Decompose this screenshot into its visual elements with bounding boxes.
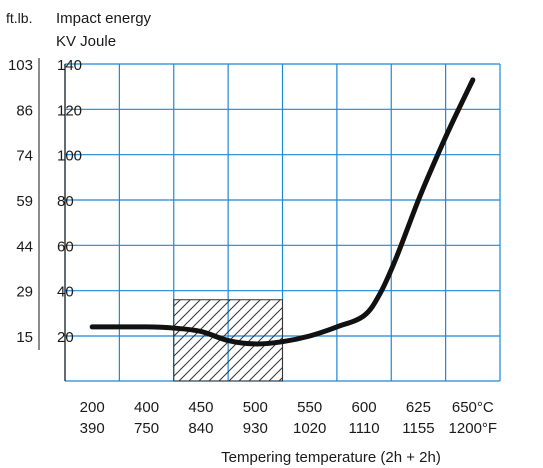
secondary-y-tick-label: 29	[16, 284, 33, 301]
y-tick-label: 40	[57, 284, 74, 301]
y-tick-label: 140	[57, 57, 82, 74]
x-tick-label-fahrenheit: 390	[80, 420, 105, 437]
x-axis-title: Tempering temperature (2h + 2h)	[221, 449, 441, 466]
series-layer	[89, 77, 476, 347]
secondary-y-tick-label: 44	[16, 238, 33, 255]
secondary-y-tick-label: 59	[16, 193, 33, 210]
x-tick-label-celsius: 400	[134, 399, 159, 416]
x-tick-label-celsius: 600	[352, 399, 377, 416]
y-tick-label: 20	[57, 329, 74, 346]
y-tick-label: 80	[57, 193, 74, 210]
y-tick-label: 120	[57, 102, 82, 119]
x-tick-label-fahrenheit: 750	[134, 420, 159, 437]
x-tick-label-celsius: 450	[188, 399, 213, 416]
x-tick-label-celsius: 625	[406, 399, 431, 416]
x-tick-label-celsius: 200	[80, 399, 105, 416]
y-tick-label: 60	[57, 238, 74, 255]
x-tick-label-fahrenheit: 930	[243, 420, 268, 437]
y-axis-title-line-1: Impact energy	[56, 10, 152, 27]
tick-labels: 20 40 60 80 100 120 140 103 86 74 59 44 29 15 200 400 45…	[8, 57, 497, 437]
x-tick-label-celsius: 500	[243, 399, 268, 416]
secondary-y-tick-label: 103	[8, 57, 33, 74]
secondary-y-tick-label: 15	[16, 329, 33, 346]
y-tick-label: 100	[57, 148, 82, 165]
x-tick-label-fahrenheit: 1155	[402, 420, 434, 437]
x-tick-label-celsius: 650°C	[452, 399, 494, 416]
x-tick-label-fahrenheit: 1200°F	[449, 420, 498, 437]
x-tick-label-fahrenheit: 840	[188, 420, 213, 437]
secondary-y-tick-label: 74	[16, 148, 33, 165]
series-line	[89, 77, 476, 347]
x-tick-label-fahrenheit: 1110	[348, 420, 379, 437]
x-tick-label-celsius: 550	[297, 399, 322, 416]
x-tick-label-fahrenheit: 1020	[293, 420, 326, 437]
secondary-y-axis-title: ft.lb.	[6, 10, 32, 26]
secondary-y-tick-label: 86	[16, 102, 33, 119]
y-axis-title-line-2: KV Joule	[56, 33, 116, 50]
